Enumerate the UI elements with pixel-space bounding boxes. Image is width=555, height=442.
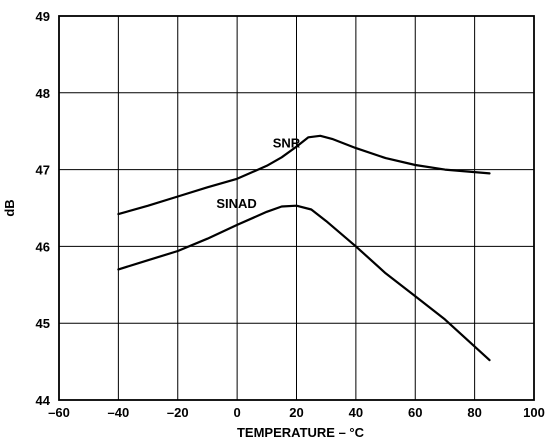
x-tick-label: 0	[234, 405, 241, 420]
x-tick-label: 40	[349, 405, 363, 420]
series-lines	[117, 134, 491, 362]
x-tick-labels: –60 –40 –20 0 20 40 60 80 100	[48, 405, 545, 420]
y-tick-label: 44	[36, 393, 51, 408]
y-tick-label: 48	[36, 86, 50, 101]
y-tick-label: 49	[36, 9, 50, 24]
y-tick-labels: 44 45 46 47 48 49	[36, 9, 51, 408]
plot-frame	[58, 15, 535, 401]
series-label-snr: SNR	[273, 135, 301, 150]
y-tick-label: 45	[36, 316, 50, 331]
grid	[59, 16, 534, 400]
x-tick-label: 60	[408, 405, 422, 420]
x-tick-label: 80	[467, 405, 481, 420]
x-tick-label: 20	[289, 405, 303, 420]
x-tick-label: –40	[108, 405, 130, 420]
x-tick-label: –20	[167, 405, 189, 420]
x-tick-label: –60	[48, 405, 70, 420]
series-label-sinad: SINAD	[216, 196, 256, 211]
series-labels: SNR SINAD	[216, 135, 300, 211]
x-tick-label: 100	[523, 405, 545, 420]
y-axis-title: dB	[2, 199, 17, 216]
series-line-sinad	[117, 204, 491, 362]
y-tick-label: 46	[36, 239, 50, 254]
series-line-snr	[117, 134, 491, 216]
x-axis-title: TEMPERATURE – °C	[237, 425, 365, 440]
y-tick-label: 47	[36, 163, 50, 178]
